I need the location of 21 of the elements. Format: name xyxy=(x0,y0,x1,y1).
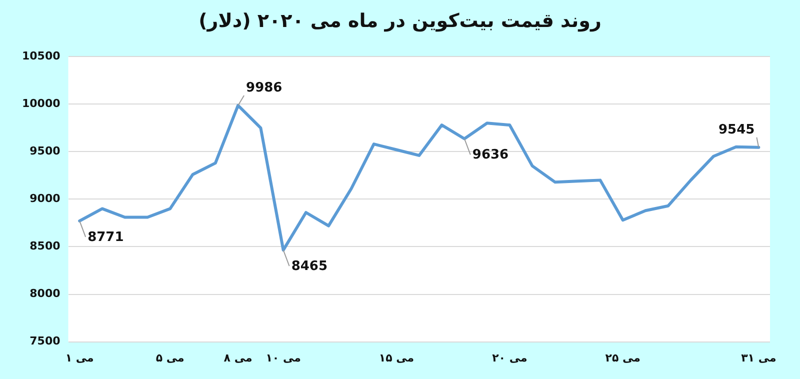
x-tick-label: ۸ می xyxy=(224,351,252,364)
y-tick-label: 10000 xyxy=(22,96,61,110)
y-tick-label: 7500 xyxy=(30,334,61,348)
data-label: 9986 xyxy=(246,80,282,96)
x-tick-label: ۱۰ می xyxy=(266,351,301,364)
data-label: 8771 xyxy=(88,230,124,245)
x-tick-label: ۱۵ می xyxy=(378,351,414,364)
chart-title: روند قیمت بیت‌کوین در ماه می ۲۰۲۰ (دلار) xyxy=(198,9,602,34)
x-tick-label: ۱ می xyxy=(65,351,94,364)
x-tick-label: ۲۵ می xyxy=(605,351,640,364)
x-tick-label: ۲۰ می xyxy=(492,351,528,364)
data-label: 8465 xyxy=(291,259,328,274)
y-tick-label: 10500 xyxy=(22,49,61,62)
y-tick-label: 8500 xyxy=(30,240,61,253)
x-tick-label: ۳۱ می xyxy=(741,351,776,364)
y-tick-label: 8000 xyxy=(30,287,61,300)
y-tick-label: 9500 xyxy=(30,144,61,158)
x-tick-label: ۵ می xyxy=(156,351,184,364)
y-tick-label: 9000 xyxy=(30,192,61,206)
data-label: 9545 xyxy=(718,122,755,138)
data-label: 9636 xyxy=(472,148,509,163)
